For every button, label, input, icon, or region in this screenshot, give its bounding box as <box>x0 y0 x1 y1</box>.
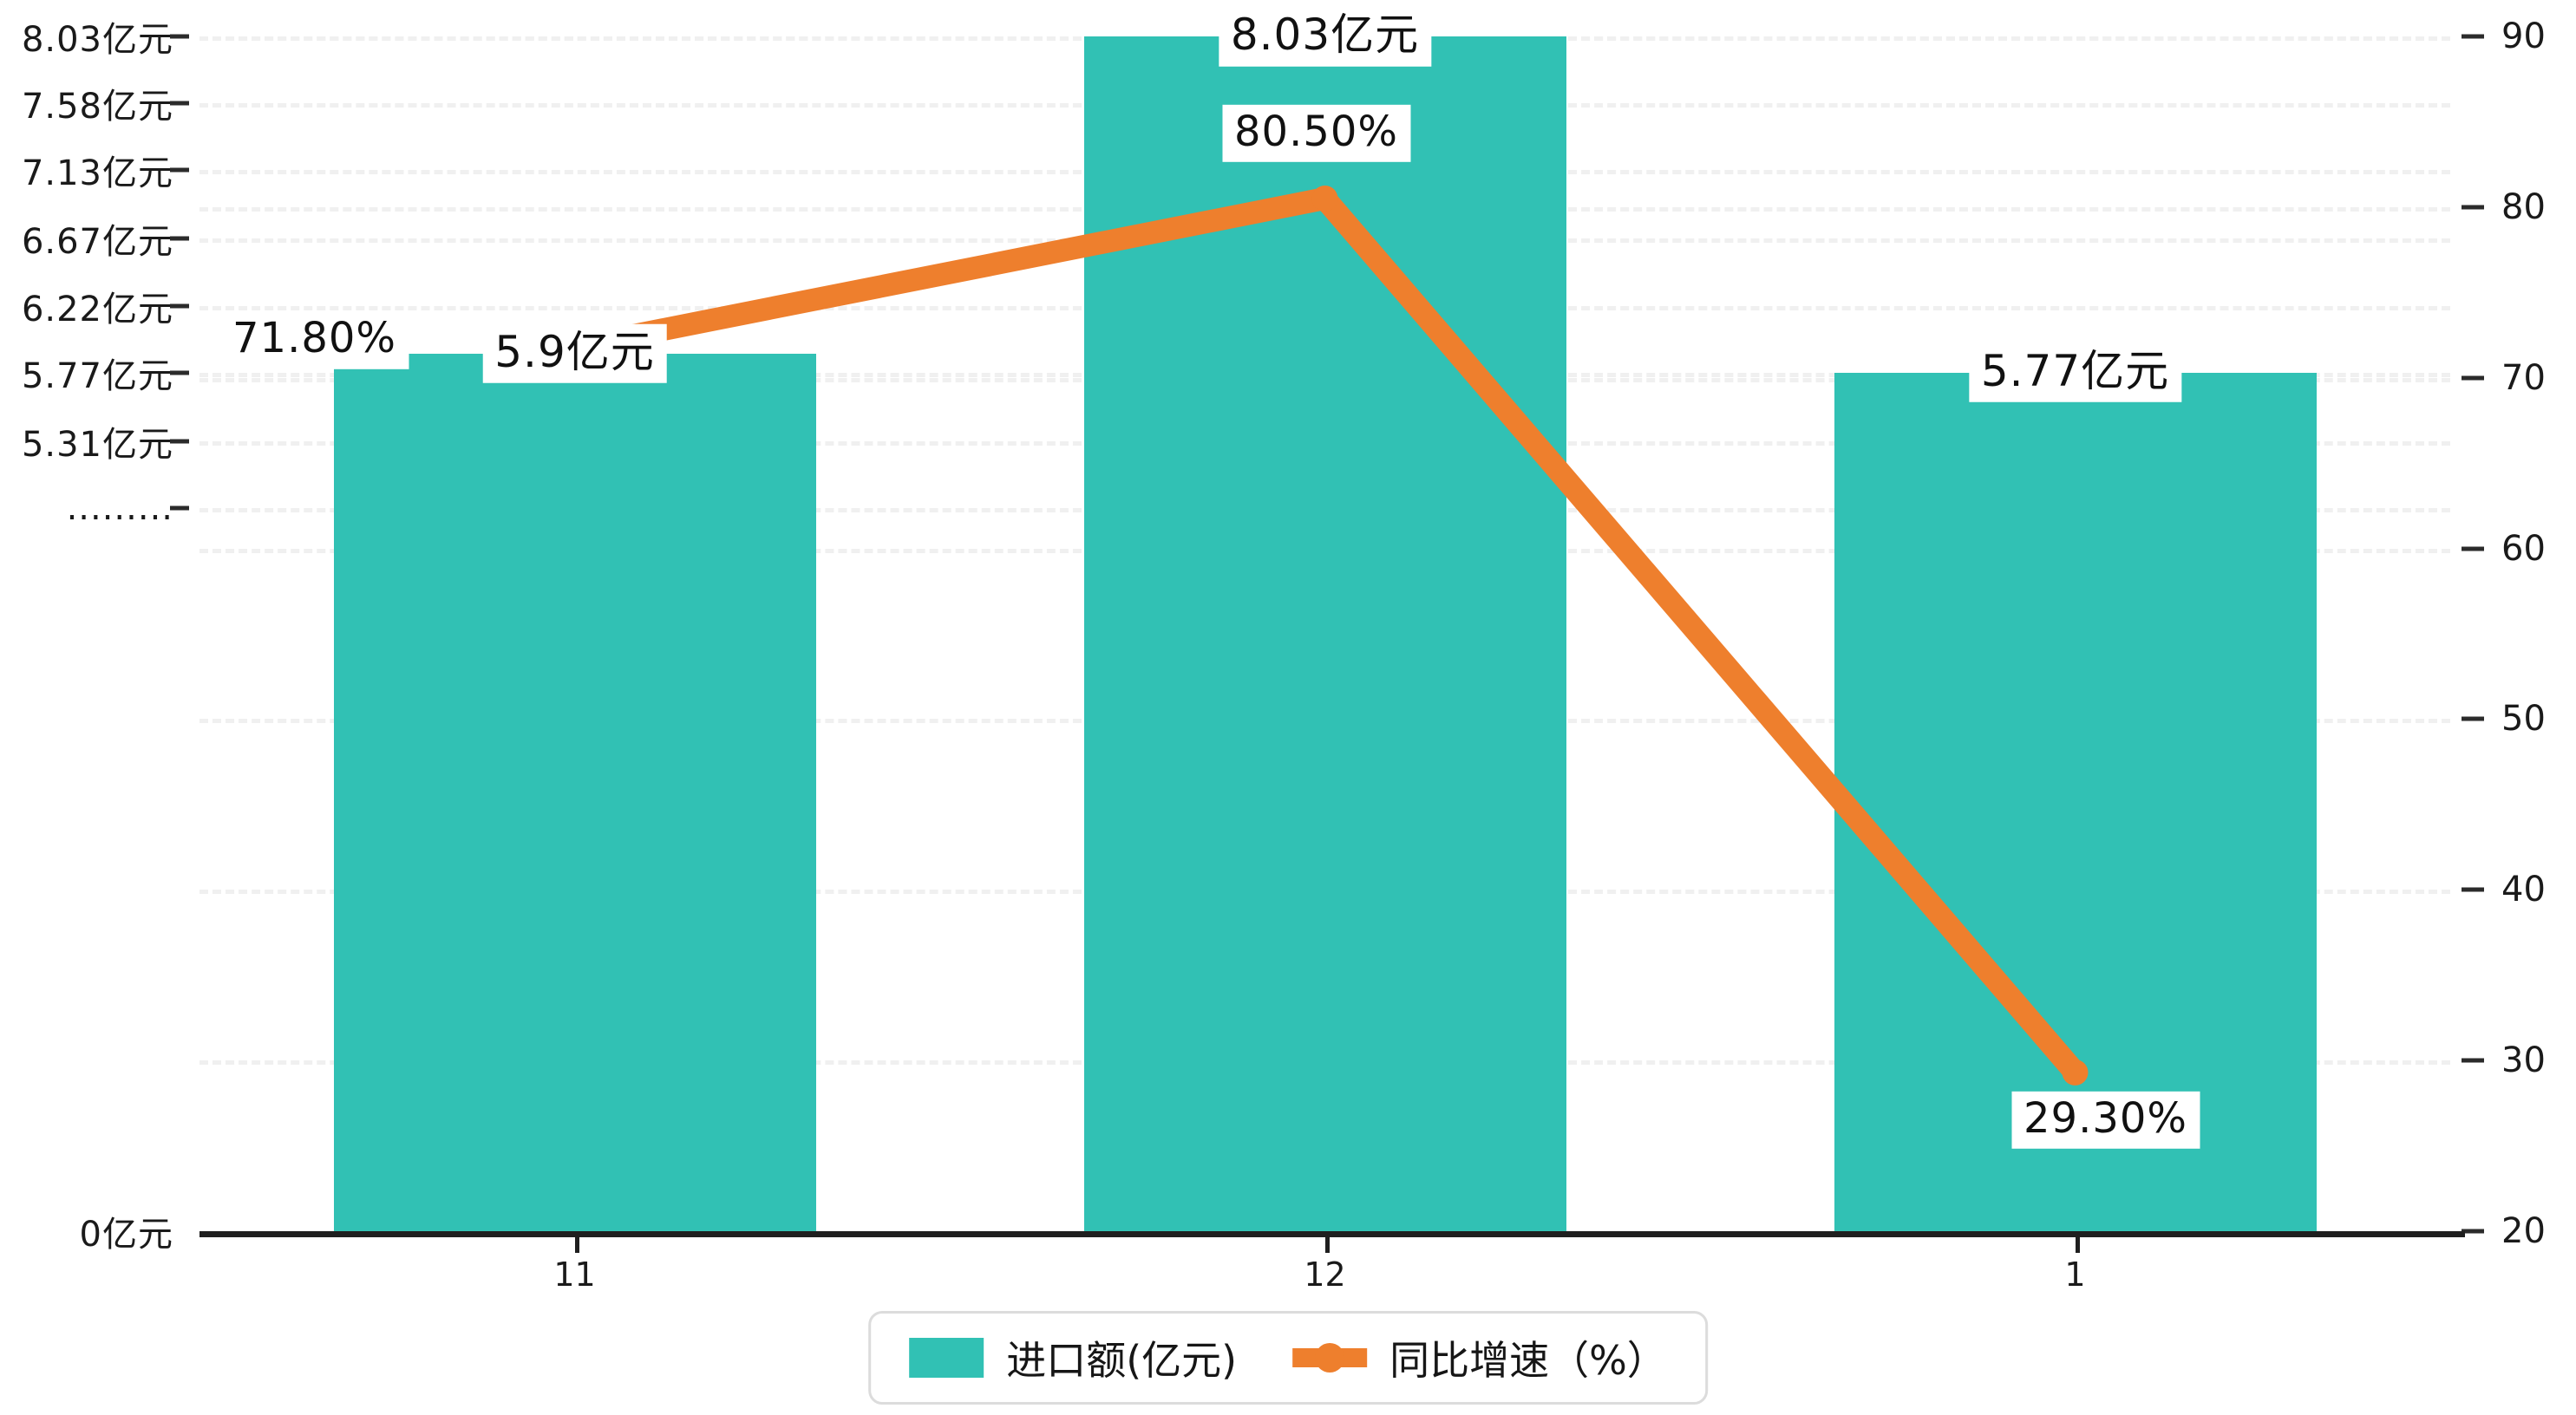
y-right-tick-label: 50 <box>2501 699 2546 740</box>
trend-line <box>563 187 2087 1084</box>
x-axis-label-11: 11 <box>553 1255 596 1294</box>
y-right-tick-mark <box>2462 205 2484 210</box>
line-series <box>561 186 2089 1086</box>
y-right-tick-label: 30 <box>2501 1040 2546 1081</box>
x-tick-mark <box>2075 1232 2080 1253</box>
plot-area: 5.9亿元 8.03亿元 5.77亿元 71.80% 80.50% 29.30% <box>199 0 2450 1233</box>
legend-item-2[interactable]: 同比增速（%） <box>1292 1329 1667 1386</box>
y-left-tick-mark <box>170 101 189 106</box>
legend-item-1[interactable]: 进口额(亿元) <box>909 1329 1237 1386</box>
line-value-label-12: 80.50% <box>1221 104 1411 163</box>
y-right-tick-mark <box>2462 546 2484 551</box>
y-left-tick-mark <box>170 303 189 309</box>
x-tick-mark <box>1324 1232 1330 1253</box>
y-right-tick-mark <box>2462 375 2484 381</box>
line-point-12[interactable] <box>1311 186 1338 212</box>
y-left-tick-label: 6.22亿元 <box>21 289 173 329</box>
bar-value-label-11: 5.9亿元 <box>482 323 667 383</box>
line-markers <box>561 186 2089 1086</box>
y-right-tick-mark <box>2462 1058 2484 1063</box>
y-left-tick-label: 7.58亿元 <box>21 87 173 127</box>
y-left-tick-label: 7.13亿元 <box>21 153 173 194</box>
y-right-tick-mark <box>2462 1229 2484 1234</box>
line-value-label-1: 29.30% <box>2010 1091 2200 1150</box>
chart-legend[interactable]: 进口额(亿元) 同比增速（%） <box>868 1311 1708 1405</box>
y-right-tick-mark <box>2462 34 2484 39</box>
line-value-label-11: 71.80% <box>219 311 409 369</box>
line-point-1[interactable] <box>2062 1059 2089 1086</box>
legend-swatch-bar-icon <box>909 1338 984 1378</box>
y-left-tick-label: 5.77亿元 <box>21 355 173 396</box>
bar-1[interactable] <box>1834 372 2317 1231</box>
y-left-tick-label: ......... <box>66 487 173 528</box>
bar-value-label-1: 5.77亿元 <box>1968 342 2182 403</box>
y-left-tick-mark <box>170 236 189 241</box>
y-left-tick-mark <box>170 167 189 173</box>
y-right-tick-label: 80 <box>2501 186 2546 227</box>
legend-line-dot <box>1315 1343 1345 1373</box>
y-left-tick-mark <box>170 439 189 444</box>
legend-label: 进口额(亿元) <box>1006 1337 1238 1384</box>
bar-11[interactable] <box>333 353 816 1231</box>
y-right-tick-label: 90 <box>2501 16 2546 56</box>
legend-label: 同比增速（%） <box>1389 1337 1667 1384</box>
y-left-tick-mark <box>170 370 189 375</box>
y-right-tick-label: 20 <box>2501 1211 2546 1251</box>
x-axis-label-1: 1 <box>2064 1255 2086 1294</box>
y-left-tick-label: 6.67亿元 <box>21 222 173 263</box>
y-left-tick-label: 5.31亿元 <box>21 424 173 465</box>
y-left-tick-mark <box>170 34 189 39</box>
bar-value-label-12: 8.03亿元 <box>1218 6 1432 67</box>
y-right-tick-mark <box>2462 716 2484 721</box>
x-axis-line <box>199 1231 2465 1237</box>
legend-swatch-line-dot-icon <box>1292 1338 1368 1378</box>
x-axis-label-12: 12 <box>1304 1255 1346 1294</box>
y-left-tick-mark <box>170 505 189 511</box>
y-right-tick-label: 70 <box>2501 357 2546 398</box>
x-tick-mark <box>574 1232 579 1253</box>
y-right-tick-label: 40 <box>2501 870 2546 910</box>
y-left-tick-label: 8.03亿元 <box>21 20 173 60</box>
y-left-tick-label: 0亿元 <box>79 1215 173 1255</box>
y-right-tick-mark <box>2462 887 2484 892</box>
y-right-tick-label: 60 <box>2501 528 2546 569</box>
